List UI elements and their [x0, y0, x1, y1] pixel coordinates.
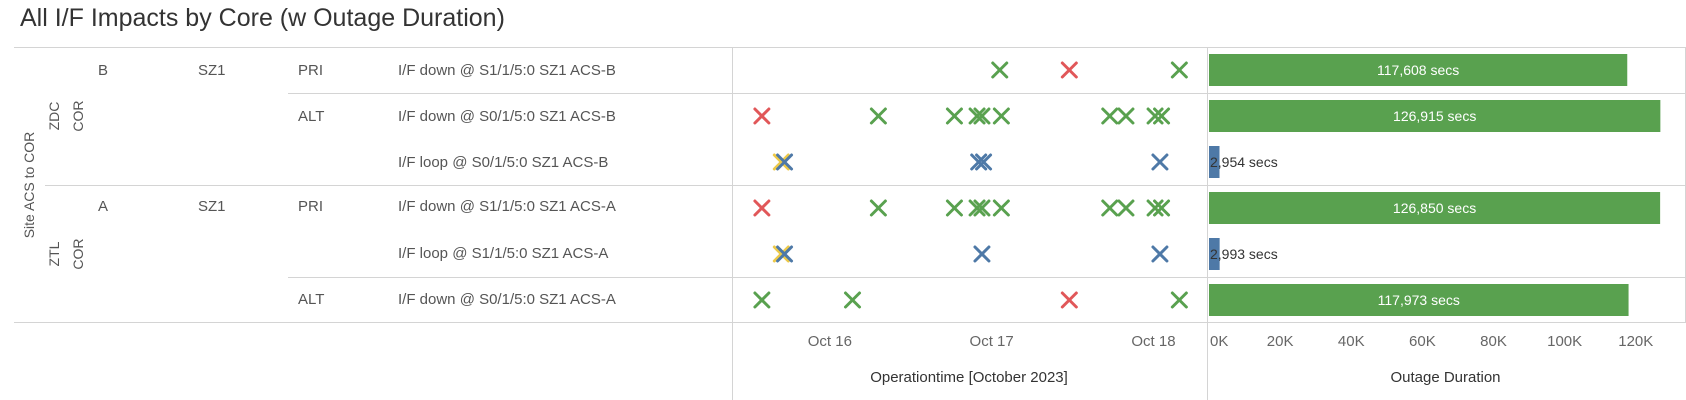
time-axis-title: Operationtime [October 2023] [870, 369, 1068, 386]
event-marker [945, 107, 963, 125]
event-marker [968, 107, 986, 125]
event-marker [968, 199, 986, 217]
duration-tick-label: 100K [1547, 333, 1582, 350]
interface-label: I/F down @ S1/1/5:0 SZ1 ACS-A [398, 198, 616, 215]
event-marker [973, 199, 991, 217]
duration-tick-label: 80K [1480, 333, 1507, 350]
duration-tick-label: 60K [1409, 333, 1436, 350]
event-marker [1101, 107, 1119, 125]
duration-tick-label: 120K [1618, 333, 1653, 350]
duration-bar [1209, 284, 1629, 316]
duration-bar-label: 2,954 secs [1210, 154, 1278, 170]
duration-bar [1209, 192, 1661, 224]
event-marker [975, 153, 993, 171]
event-marker [991, 61, 1009, 79]
event-marker [1146, 107, 1164, 125]
duration-axis-title: Outage Duration [1390, 369, 1500, 386]
event-marker [1060, 61, 1078, 79]
event-marker [772, 153, 790, 171]
interface-label: I/F loop @ S1/1/5:0 SZ1 ACS-A [398, 245, 609, 262]
event-marker [776, 245, 794, 263]
event-marker [1060, 291, 1078, 309]
row-divider [288, 93, 1686, 94]
event-marker [869, 199, 887, 217]
event-marker [772, 245, 790, 263]
event-marker [1117, 199, 1135, 217]
duration-tick-label: 40K [1338, 333, 1365, 350]
interface-label: I/F down @ S0/1/5:0 SZ1 ACS-A [398, 291, 616, 308]
event-marker [1153, 199, 1171, 217]
time-tick-label: Oct 18 [1131, 333, 1175, 350]
event-marker [1151, 153, 1169, 171]
event-marker [753, 291, 771, 309]
event-marker [869, 107, 887, 125]
duration-tick-label: 0K [1210, 333, 1228, 350]
row-divider [288, 277, 1686, 278]
interface-label: I/F down @ S0/1/5:0 SZ1 ACS-B [398, 108, 616, 125]
event-marker [776, 153, 794, 171]
zone-label: SZ1 [198, 198, 226, 215]
event-marker [992, 199, 1010, 217]
zone-label: SZ1 [198, 62, 226, 79]
event-marker [945, 199, 963, 217]
event-marker [1153, 107, 1171, 125]
event-marker [753, 107, 771, 125]
duration-bar [1209, 146, 1220, 178]
event-marker [1146, 199, 1164, 217]
event-marker [1101, 199, 1119, 217]
event-marker [992, 107, 1010, 125]
path-label: ALT [298, 108, 325, 125]
time-tick-label: Oct 17 [970, 333, 1014, 350]
event-marker [1151, 245, 1169, 263]
duration-bar [1209, 238, 1220, 270]
event-marker [753, 199, 771, 217]
event-marker [1170, 61, 1188, 79]
event-marker [973, 107, 991, 125]
time-tick-label: Oct 16 [808, 333, 852, 350]
site-label: A [98, 198, 109, 215]
row-divider [45, 185, 1686, 186]
event-marker [970, 153, 988, 171]
duration-bar [1209, 54, 1628, 86]
event-marker [844, 291, 861, 309]
row-divider [14, 322, 1686, 323]
interface-label: I/F loop @ S0/1/5:0 SZ1 ACS-B [398, 154, 609, 171]
interface-label: I/F down @ S1/1/5:0 SZ1 ACS-B [398, 62, 616, 79]
pane-divider [732, 47, 733, 400]
duration-bar [1209, 100, 1661, 132]
duration-bar-label: 126,850 secs [1393, 200, 1476, 216]
path-label: ALT [298, 291, 325, 308]
site-label: B [98, 62, 109, 79]
duration-bar-label: 117,973 secs [1378, 292, 1460, 308]
pane-divider [1207, 47, 1208, 400]
path-label: PRI [298, 198, 324, 215]
page-title: All I/F Impacts by Core (w Outage Durati… [20, 4, 505, 32]
duration-bar-label: 117,608 secs [1377, 62, 1459, 78]
row-divider [14, 47, 1686, 48]
duration-bar-label: 126,915 secs [1393, 108, 1476, 124]
path-label: PRI [298, 62, 324, 79]
event-marker [1170, 291, 1188, 309]
event-marker [973, 245, 991, 263]
duration-tick-label: 20K [1267, 333, 1294, 350]
duration-bar-label: 2,993 secs [1210, 246, 1278, 262]
event-marker [1117, 107, 1135, 125]
